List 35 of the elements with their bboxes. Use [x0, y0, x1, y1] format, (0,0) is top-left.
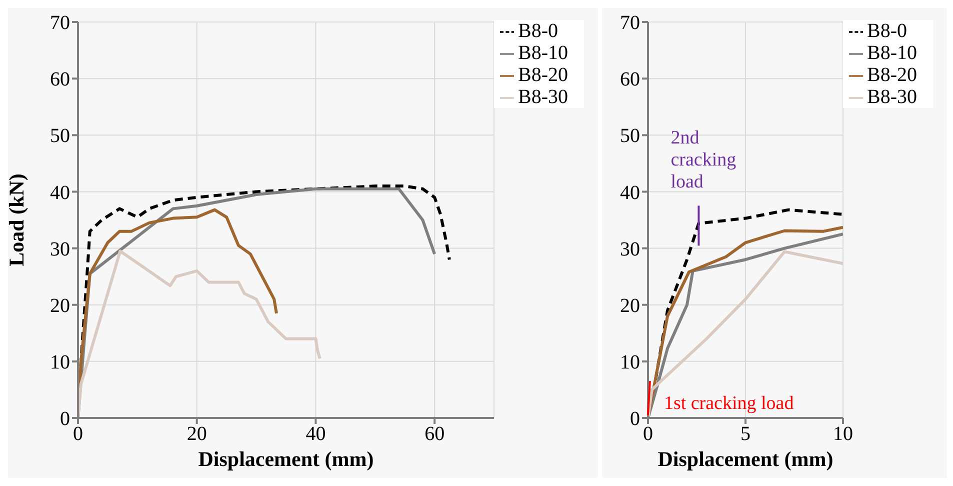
y-tick-label: 50: [620, 125, 640, 148]
y-axis-title: Load (kN): [4, 174, 28, 266]
y-tick-label: 20: [50, 294, 70, 317]
annotation: 2nd cracking load: [670, 128, 737, 193]
legend-label: B8-10: [867, 42, 917, 64]
x-tick-label: 10: [833, 423, 853, 446]
annotation: 1st cracking load: [664, 393, 794, 414]
y-tick-label: 60: [50, 68, 70, 91]
x-tick-label: 20: [186, 423, 207, 446]
y-tick-label: 10: [50, 352, 70, 374]
legend-label: B8-10: [518, 42, 568, 64]
x-tick-label: 40: [306, 423, 326, 446]
x-axis-title: Displacement (mm): [198, 447, 374, 471]
y-tick-label: 50: [50, 125, 70, 148]
x-axis-title: Displacement (mm): [658, 447, 834, 471]
y-tick-label: 30: [620, 238, 640, 260]
x-tick-label: 5: [740, 423, 750, 446]
y-tick-label: 0: [630, 408, 640, 430]
line-series: [78, 250, 322, 418]
y-tick-label: 60: [620, 68, 640, 91]
legend-label: B8-20: [867, 64, 917, 86]
y-tick-label: 70: [50, 12, 70, 34]
y-tick-label: 10: [620, 352, 640, 374]
legend-label: B8-20: [518, 64, 568, 86]
legend-label: B8-30: [867, 86, 917, 108]
y-tick-label: 40: [620, 182, 640, 204]
y-tick-label: 20: [620, 294, 640, 317]
y-tick-label: 70: [620, 12, 640, 34]
x-tick-label: 60: [424, 423, 445, 446]
legend-label: B8-30: [518, 86, 568, 108]
y-tick-label: 0: [60, 408, 70, 430]
legend-label: B8-0: [867, 20, 907, 42]
y-tick-label: 30: [50, 238, 70, 260]
legend-label: B8-0: [518, 20, 558, 42]
y-tick-label: 40: [50, 182, 70, 204]
